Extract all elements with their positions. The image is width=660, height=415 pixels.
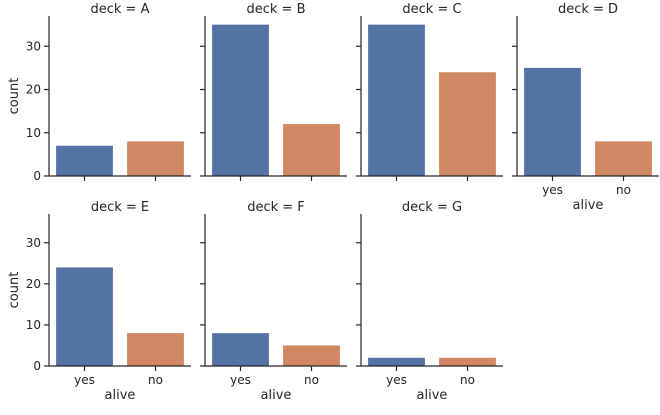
panel-5-y-tick-label: 30	[26, 236, 41, 250]
panel-6-title: deck = F	[247, 200, 305, 215]
panel-4-x-tick-label: yes	[542, 183, 563, 197]
panel-3-bar-no	[439, 72, 496, 176]
panel-5-x-tick-label: no	[148, 373, 163, 387]
panel-2-title: deck = B	[246, 2, 305, 17]
panel-5-y-tick-label: 20	[26, 277, 41, 291]
panel-4-x-axis-label: alive	[573, 198, 604, 213]
panel-1-y-axis-label: count	[7, 78, 22, 115]
panel-3-title: deck = C	[402, 2, 461, 17]
panel-1-y-tick-label: 20	[26, 83, 41, 97]
panel-4-bar-yes	[524, 67, 581, 176]
panel-6-bar-no	[283, 345, 340, 366]
panel-7-bar-yes	[368, 357, 425, 366]
panel-5-x-axis-label: alive	[105, 388, 136, 403]
panel-2-bar-yes	[212, 24, 269, 177]
panel-6-x-axis-label: alive	[261, 388, 292, 403]
panel-2-bar-no	[283, 124, 340, 176]
panel-5-title: deck = E	[91, 200, 149, 215]
panel-5-y-tick-label: 0	[33, 359, 41, 373]
panel-5-y-tick-label: 10	[26, 318, 41, 332]
panel-7-x-tick-label: no	[460, 373, 475, 387]
panel-1-title: deck = A	[91, 2, 150, 17]
panel-1-bar-yes	[56, 145, 113, 176]
panel-6-bar-yes	[212, 333, 269, 366]
panel-5-bar-yes	[56, 267, 113, 366]
panel-6-x-tick-label: no	[304, 373, 319, 387]
panel-4-bar-no	[595, 141, 652, 176]
panel-7-x-axis-label: alive	[417, 388, 448, 403]
panel-7-bar-no	[439, 357, 496, 366]
panel-5-bar-no	[127, 333, 184, 366]
panel-1-y-tick-label: 30	[26, 39, 41, 53]
panel-5-y-axis-label: count	[7, 272, 22, 309]
panel-6-x-tick-label: yes	[230, 373, 251, 387]
panel-4-title: deck = D	[558, 2, 618, 17]
panel-1-y-tick-label: 10	[26, 126, 41, 140]
panel-1-bar-no	[127, 141, 184, 176]
panel-5-x-tick-label: yes	[74, 373, 95, 387]
panel-1-y-tick-label: 0	[33, 169, 41, 183]
panel-3-bar-yes	[368, 24, 425, 177]
panel-7-title: deck = G	[402, 200, 462, 215]
panel-4-x-tick-label: no	[616, 183, 631, 197]
panel-7-x-tick-label: yes	[386, 373, 407, 387]
